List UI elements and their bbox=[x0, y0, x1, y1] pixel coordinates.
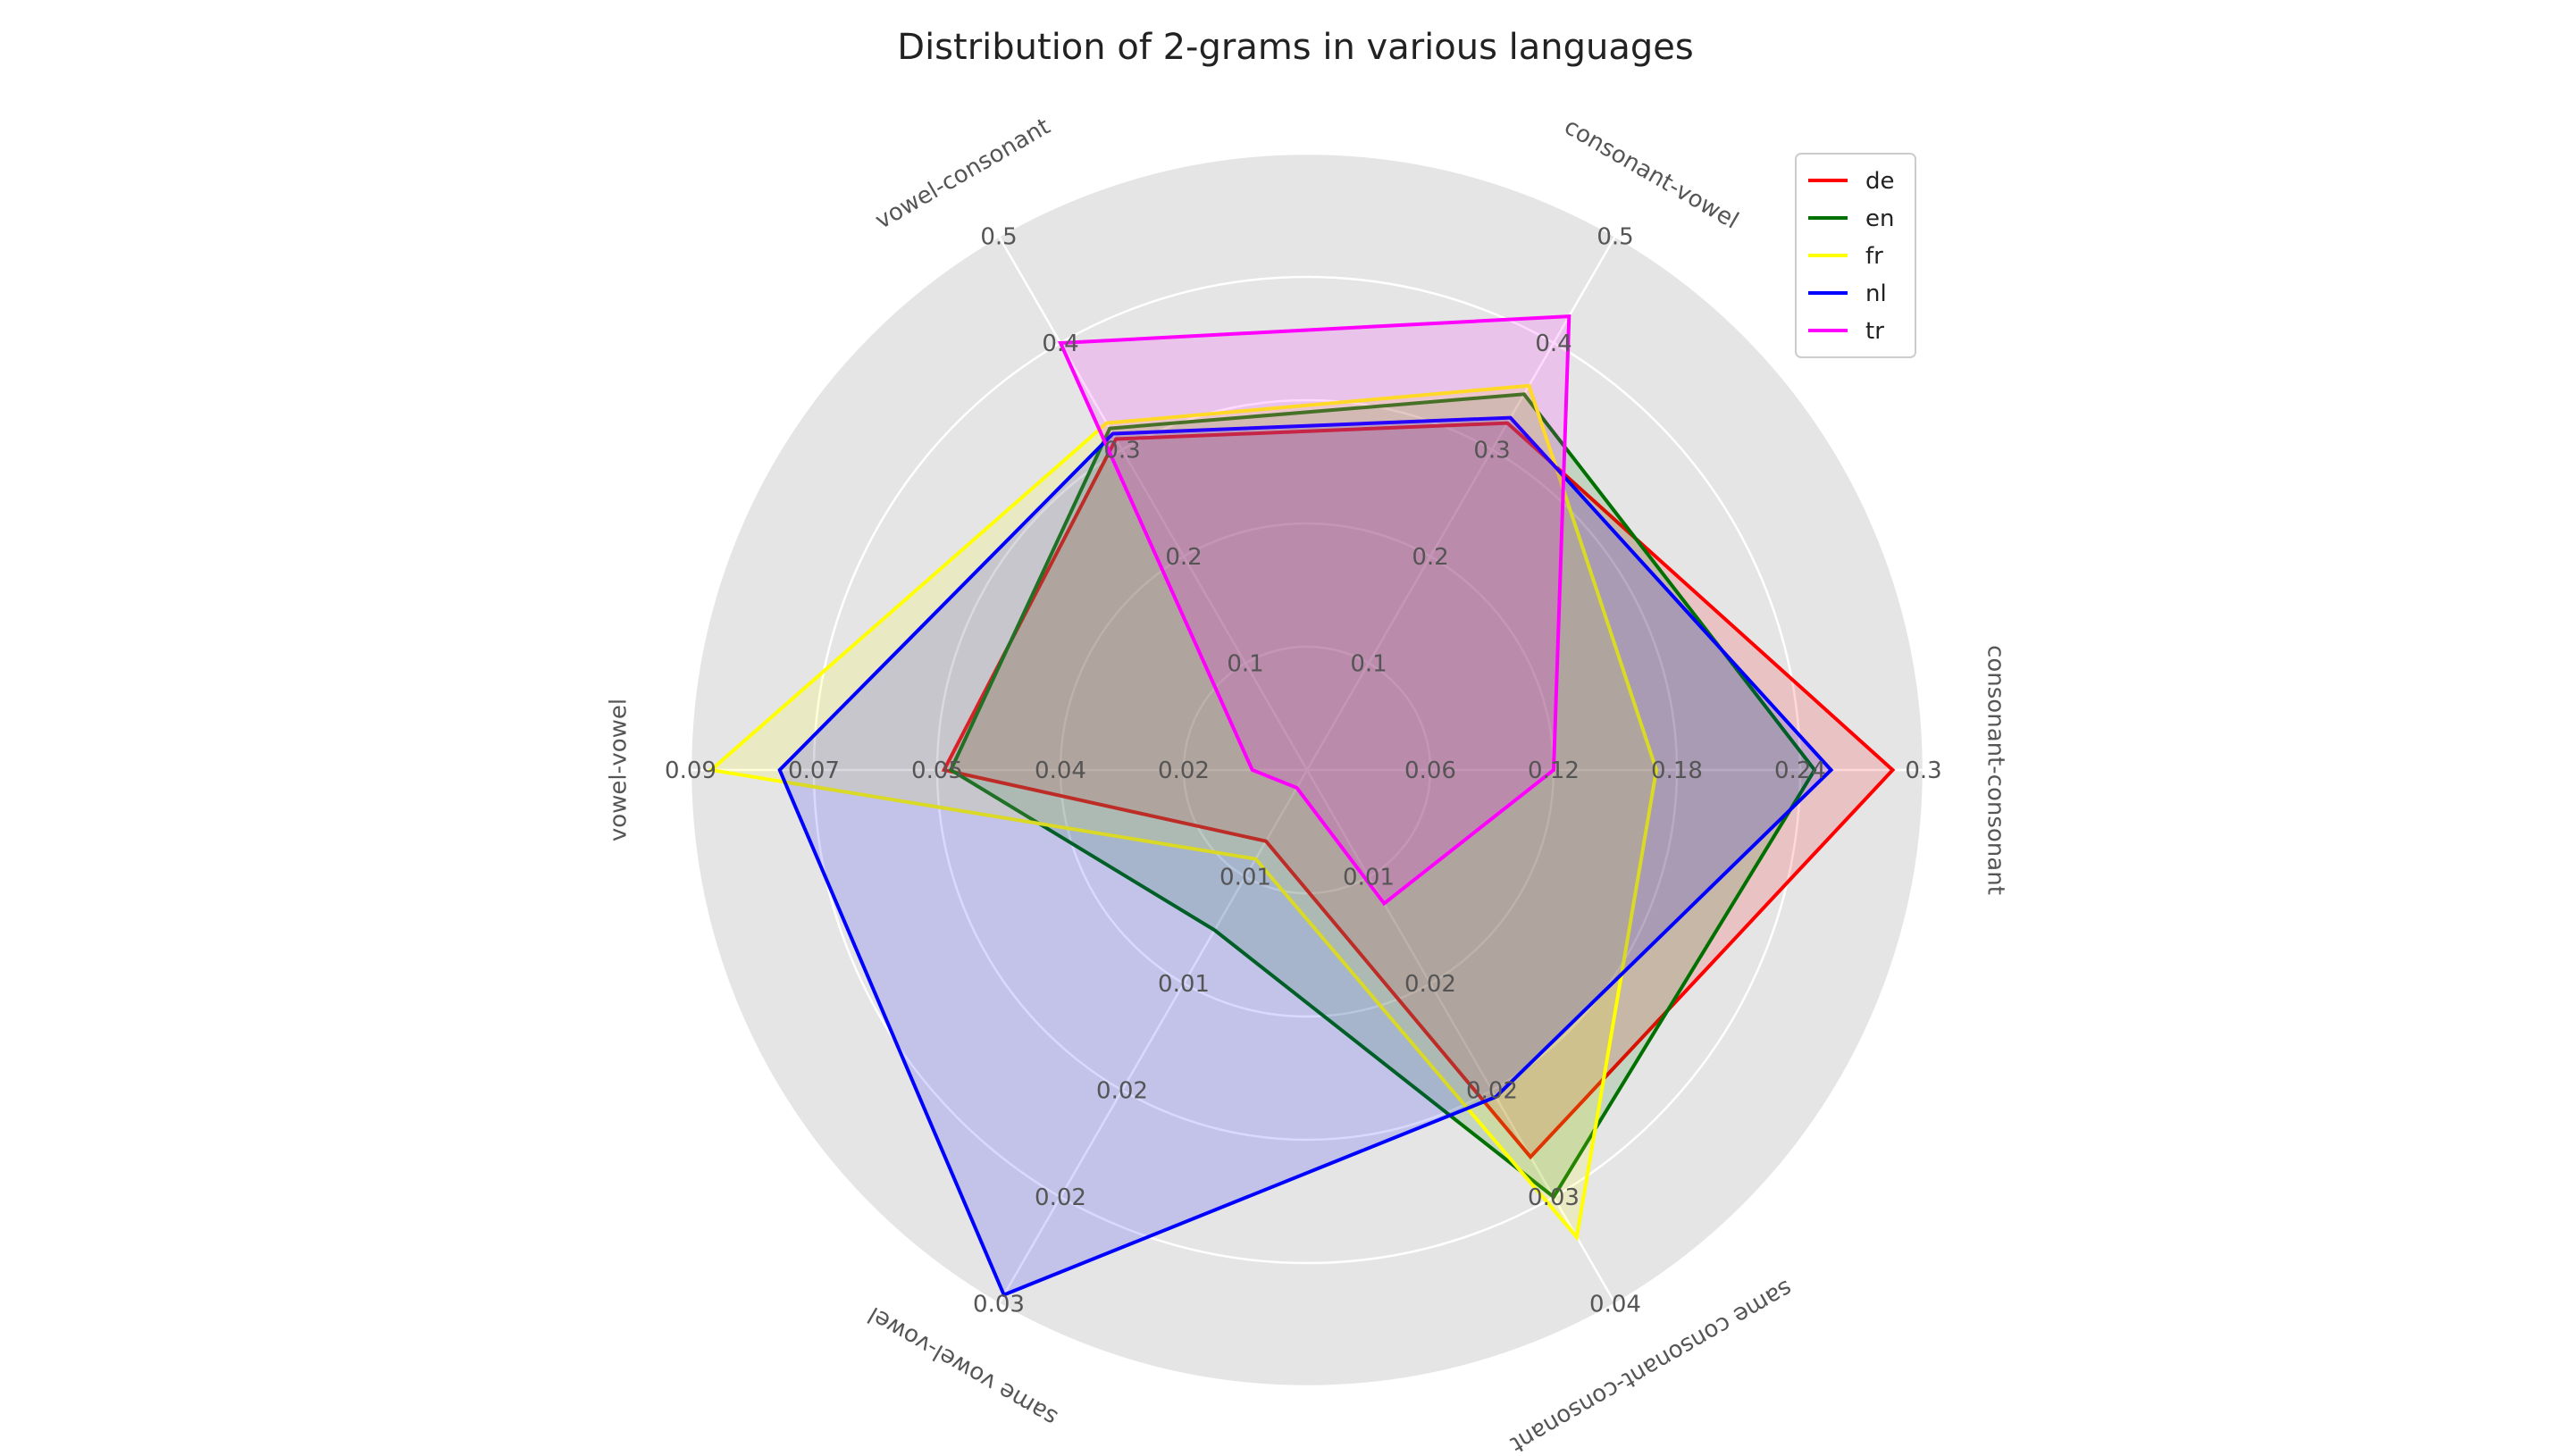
series-line-nl bbox=[777, 415, 1834, 1298]
axis-label: vowel-vowel bbox=[606, 699, 633, 841]
tick-label: 0.18 bbox=[1651, 757, 1703, 784]
tick-label: 0.04 bbox=[1589, 1292, 1641, 1318]
tick-label: 0.05 bbox=[911, 757, 963, 784]
tick-label: 0.09 bbox=[665, 757, 717, 784]
tick-label: 0.02 bbox=[1404, 971, 1456, 998]
tick-label: 0.5 bbox=[980, 223, 1017, 250]
tick-label: 0.07 bbox=[788, 757, 840, 784]
tick-label: 0.02 bbox=[1466, 1078, 1518, 1105]
legend-label-nl: nl bbox=[1865, 280, 1887, 307]
series-line-en bbox=[948, 392, 1817, 1200]
tick-label: 0.1 bbox=[1227, 651, 1263, 678]
tick-label: 0.01 bbox=[1343, 865, 1395, 891]
tick-label: 0.02 bbox=[1158, 757, 1210, 784]
axis-label: vowel-consonant bbox=[871, 113, 1055, 235]
tick-label: 0.24 bbox=[1774, 757, 1826, 784]
series-layer bbox=[707, 314, 1896, 1298]
tick-label: 0.03 bbox=[973, 1292, 1025, 1318]
legend-label-en: en bbox=[1865, 205, 1894, 232]
tick-label: 0.3 bbox=[1905, 757, 1941, 784]
tick-label: 0.06 bbox=[1404, 757, 1456, 784]
grid-spoke bbox=[1305, 769, 1617, 1305]
axis-label: consonant-consonant bbox=[1982, 645, 2009, 895]
tick-label: 0.02 bbox=[1096, 1078, 1148, 1105]
series-line-fr bbox=[707, 383, 1659, 1242]
tick-label: 0.3 bbox=[1103, 438, 1140, 464]
tick-labels: 0.06 0.12 0.18 0.24 0.3 0.1 0.2 0.3 0.4 0.5 0.1 0.2… bbox=[665, 223, 1942, 1318]
tick-label: 0.12 bbox=[1528, 757, 1580, 784]
legend-box bbox=[1795, 153, 1916, 358]
grid-spoke bbox=[997, 235, 1309, 771]
series-fill-nl bbox=[779, 417, 1831, 1295]
legend-label-fr: fr bbox=[1865, 243, 1883, 270]
tick-label: 0.3 bbox=[1473, 438, 1510, 464]
chart-title: Distribution of 2-grams in various langu… bbox=[897, 27, 1693, 68]
series-line-tr bbox=[1057, 314, 1571, 907]
tick-label: 0.2 bbox=[1412, 544, 1448, 571]
tick-label: 0.2 bbox=[1165, 544, 1202, 571]
series-fill-tr bbox=[1060, 316, 1570, 904]
tick-label: 0.4 bbox=[1535, 331, 1571, 357]
legend-label-tr: tr bbox=[1865, 318, 1884, 345]
tick-label: 0.04 bbox=[1035, 757, 1086, 784]
tick-label: 0.03 bbox=[1528, 1184, 1580, 1211]
tick-label: 0.01 bbox=[1158, 971, 1210, 998]
axis-label: consonant-vowel bbox=[1560, 113, 1743, 235]
series-fill-de bbox=[943, 423, 1893, 1158]
tick-label: 0.02 bbox=[1035, 1184, 1086, 1211]
legend: de en fr nl tr bbox=[1795, 153, 1916, 358]
grid-spoke bbox=[1305, 235, 1617, 771]
tick-label: 0.4 bbox=[1042, 331, 1078, 357]
series-line-de bbox=[941, 421, 1896, 1160]
legend-label-de: de bbox=[1865, 168, 1895, 195]
tick-label: 0.1 bbox=[1350, 651, 1387, 678]
tick-label: 0.5 bbox=[1597, 223, 1633, 250]
tick-label: 0.01 bbox=[1219, 865, 1271, 891]
